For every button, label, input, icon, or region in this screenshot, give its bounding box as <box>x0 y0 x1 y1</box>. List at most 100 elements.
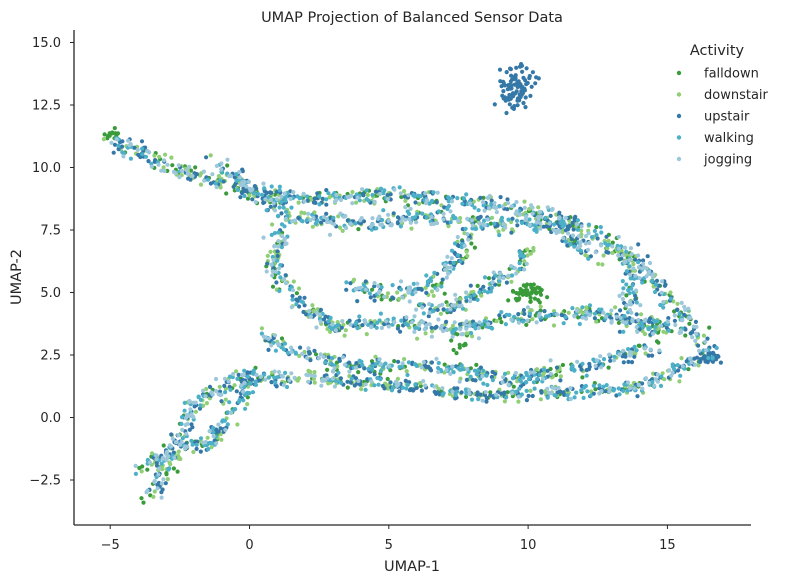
point-walking <box>575 218 581 223</box>
point-jogging <box>522 205 527 210</box>
point-jogging <box>608 386 613 391</box>
point-jogging <box>228 410 234 415</box>
point-upstair <box>514 89 519 94</box>
point-walking <box>411 281 416 286</box>
point-walking <box>517 266 522 272</box>
point-walking <box>585 389 590 394</box>
point-jogging <box>492 200 497 206</box>
point-jogging <box>683 307 688 312</box>
point-walking <box>448 220 453 225</box>
point-jogging <box>445 265 450 270</box>
point-falldown <box>442 291 447 296</box>
point-upstair <box>464 377 469 382</box>
point-jogging <box>358 285 363 290</box>
point-downstair <box>506 370 511 375</box>
point-walking <box>594 232 599 238</box>
point-walking <box>389 388 394 393</box>
point-upstair <box>517 92 522 97</box>
point-upstair <box>662 283 668 288</box>
point-falldown <box>524 292 529 298</box>
point-downstair <box>436 386 441 391</box>
point-walking <box>598 225 603 230</box>
point-downstair <box>403 198 408 203</box>
point-upstair <box>617 329 623 334</box>
point-walking <box>640 280 645 285</box>
point-jogging <box>432 384 437 389</box>
point-downstair <box>538 304 543 309</box>
point-downstair <box>208 153 213 158</box>
point-walking <box>372 383 377 388</box>
point-jogging <box>641 261 646 266</box>
point-jogging <box>272 333 278 338</box>
series-walking <box>114 136 719 480</box>
point-upstair <box>195 439 200 444</box>
point-upstair <box>302 295 307 300</box>
point-upstair <box>558 378 563 383</box>
point-jogging <box>254 372 259 377</box>
point-upstair <box>207 384 213 389</box>
point-walking <box>446 195 451 200</box>
point-falldown <box>461 343 466 348</box>
point-jogging <box>427 322 432 327</box>
point-falldown <box>624 293 629 298</box>
point-falldown <box>505 390 510 395</box>
legend-marker-jogging <box>676 156 682 162</box>
point-upstair <box>647 319 652 324</box>
point-downstair <box>139 469 144 474</box>
point-upstair <box>218 426 223 431</box>
point-upstair <box>520 69 525 74</box>
point-jogging <box>638 303 643 308</box>
point-falldown <box>107 133 112 138</box>
point-upstair <box>478 392 483 397</box>
point-jogging <box>640 386 645 391</box>
point-jogging <box>166 454 171 459</box>
point-jogging <box>258 374 264 379</box>
point-jogging <box>185 171 190 176</box>
point-walking <box>527 311 533 316</box>
point-upstair <box>240 169 245 174</box>
point-walking <box>497 233 502 238</box>
point-jogging <box>270 269 275 274</box>
point-walking <box>499 218 504 223</box>
point-jogging <box>415 281 420 286</box>
point-upstair <box>636 242 641 247</box>
point-falldown <box>112 126 117 131</box>
point-downstair <box>528 251 533 256</box>
point-jogging <box>464 326 469 331</box>
point-upstair <box>698 357 703 362</box>
point-falldown <box>245 395 250 400</box>
legend-marker-upstair <box>676 113 682 119</box>
point-walking <box>453 393 458 398</box>
point-walking <box>471 323 476 328</box>
point-jogging <box>176 433 181 438</box>
point-downstair <box>169 155 174 160</box>
point-jogging <box>435 287 440 293</box>
point-upstair <box>204 155 209 160</box>
point-downstair <box>496 229 501 234</box>
point-jogging <box>290 288 296 293</box>
point-walking <box>517 377 522 382</box>
point-walking <box>476 208 481 213</box>
point-jogging <box>623 259 628 264</box>
point-walking <box>449 248 455 253</box>
x-tick-label: −5 <box>101 538 120 553</box>
point-jogging <box>650 331 656 336</box>
point-jogging <box>330 322 335 327</box>
point-jogging <box>320 378 325 383</box>
point-upstair <box>391 211 396 216</box>
point-jogging <box>306 211 311 216</box>
point-falldown <box>683 333 688 338</box>
point-walking <box>140 152 145 157</box>
point-jogging <box>551 228 557 233</box>
point-jogging <box>572 314 577 319</box>
point-walking <box>552 222 557 227</box>
point-falldown <box>472 245 477 250</box>
point-jogging <box>637 276 642 281</box>
point-jogging <box>154 457 159 462</box>
point-jogging <box>226 379 231 384</box>
point-walking <box>627 264 632 269</box>
point-walking <box>475 297 480 302</box>
point-jogging <box>404 315 409 320</box>
point-downstair <box>429 289 435 294</box>
point-upstair <box>526 393 531 398</box>
